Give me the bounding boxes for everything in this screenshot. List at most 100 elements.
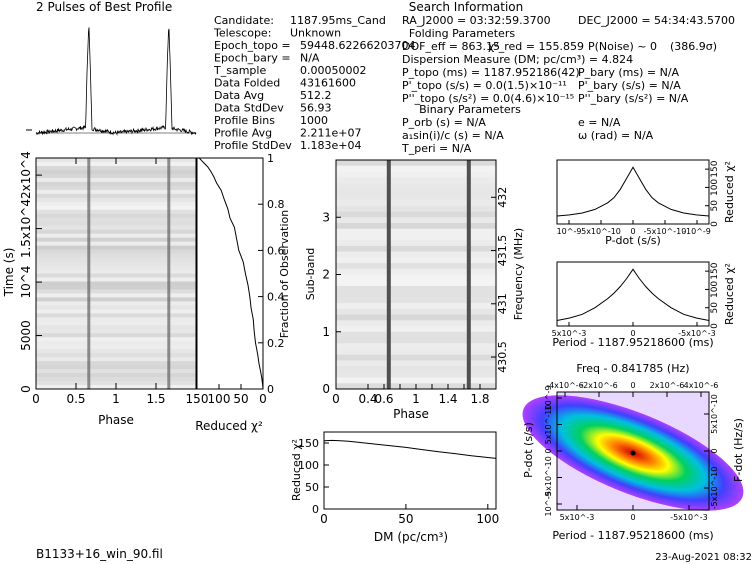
time-phase-row bbox=[36, 173, 196, 179]
candidate-label: Profile StdDev bbox=[214, 139, 292, 152]
chi2-fraction-ytick-label: 0.2 bbox=[267, 337, 285, 350]
time-phase-row bbox=[36, 365, 196, 370]
subband-ytick-label: 3 bbox=[322, 210, 330, 224]
dm-xtick-label: 100 bbox=[476, 512, 499, 526]
time-phase-row bbox=[36, 313, 196, 318]
dm-chi2-line bbox=[323, 439, 497, 459]
ppd-x2tick-label: 0 bbox=[630, 381, 635, 390]
subband-row bbox=[336, 188, 496, 195]
search-pdd-topo: P''_topo (s/s²) = 0.0(4.6)×10⁻¹⁵ bbox=[402, 92, 574, 105]
ppd-best-marker bbox=[630, 450, 636, 456]
time-phase-row bbox=[36, 253, 196, 258]
time-phase-row bbox=[36, 373, 196, 378]
time-phase-ylabel: Time (s) bbox=[2, 248, 16, 298]
subband-row bbox=[336, 348, 496, 355]
subband-row bbox=[336, 257, 496, 264]
subband-xtick-label: 0 bbox=[332, 392, 340, 406]
subband-row bbox=[336, 268, 496, 275]
subband-xtick-label: 0.4 bbox=[358, 392, 377, 406]
dm-xtick-label: 0 bbox=[320, 512, 328, 526]
subband-row bbox=[336, 331, 496, 338]
subband-row bbox=[336, 308, 496, 315]
pdot-xtick-label: 5x10^-10 bbox=[581, 227, 621, 236]
chi2-fraction-xtick-label: 0 bbox=[259, 392, 267, 406]
subband-row bbox=[336, 291, 496, 298]
pdot-ytick-label: 50 bbox=[710, 200, 720, 212]
ppd-y2tick-label: -5x10^-10 bbox=[710, 467, 719, 510]
search-porb: P_orb (s) = N/A bbox=[402, 116, 486, 129]
ppd-xtick-label: 5x10^-3 bbox=[560, 513, 595, 522]
subband-row bbox=[336, 371, 496, 378]
time-phase-row bbox=[36, 225, 196, 230]
time-phase-xtick-label: 1.5 bbox=[146, 392, 165, 406]
time-phase-ytick-label: 2x10^4 bbox=[19, 151, 33, 199]
subband-row bbox=[336, 165, 496, 172]
time-phase-row bbox=[36, 269, 196, 274]
ppd-y2label: F-dot (Hz/s) bbox=[732, 418, 745, 482]
candidate-label: Profile Avg bbox=[214, 127, 272, 140]
subband-y2tick-label: 431.5 bbox=[496, 235, 509, 267]
subband-y2tick-label: 432 bbox=[496, 187, 509, 208]
subband-row bbox=[336, 171, 496, 178]
pdot-xtick-label: -10^-9 bbox=[683, 227, 711, 236]
search-pnoise: P(Noise) ~ 0 bbox=[588, 40, 657, 53]
time-phase-row bbox=[36, 237, 196, 242]
chi2-fraction-plot: 150 100 50 00 0.2 0.4 0.6 0.8 1 bbox=[186, 152, 285, 406]
time-phase-row bbox=[36, 249, 196, 254]
chi2-fraction-ylabel: Fraction of Observation bbox=[278, 210, 291, 339]
period-xtick-label: 5x10^-3 bbox=[552, 329, 587, 338]
subband-row bbox=[336, 222, 496, 229]
ppd-x2tick-label: -2x10^-6 bbox=[580, 381, 618, 390]
time-phase-row bbox=[36, 337, 196, 342]
candidate-value: 43161600 bbox=[300, 77, 356, 90]
candidate-label: Candidate: bbox=[214, 14, 274, 27]
subband-row bbox=[336, 217, 496, 224]
time-phase-ytick-label: 5000 bbox=[19, 320, 33, 351]
time-phase-row bbox=[36, 201, 196, 207]
dm-ytick-label: 100 bbox=[298, 459, 319, 472]
time-phase-row bbox=[36, 229, 196, 234]
time-phase-row bbox=[36, 169, 196, 175]
chi2-fraction-ytick-label: 0 bbox=[267, 383, 274, 396]
time-phase-row bbox=[36, 217, 196, 223]
time-phase-ytick-label: 0 bbox=[19, 385, 33, 393]
footer-filename: B1133+16_win_90.fil bbox=[36, 547, 163, 561]
pdot-xlabel: P-dot (s/s) bbox=[605, 234, 661, 247]
chi2-fraction-ytick-label: 1 bbox=[267, 152, 274, 165]
time-phase-row bbox=[36, 369, 196, 374]
time-phase-row bbox=[36, 273, 196, 278]
chi2-fraction-xtick-label: 150 bbox=[186, 392, 209, 406]
time-phase-row bbox=[36, 345, 196, 350]
dm-ytick-label: 150 bbox=[298, 437, 319, 450]
chi2-fraction-ytick-label: 0.6 bbox=[267, 244, 285, 257]
time-phase-row bbox=[36, 349, 196, 354]
time-phase-row bbox=[36, 261, 196, 266]
subband-y2label: Frequency (MHz) bbox=[512, 228, 525, 320]
candidate-value: 1187.95ms_Cand bbox=[290, 14, 386, 27]
pulse-track-2 bbox=[167, 158, 171, 389]
subband-row bbox=[336, 297, 496, 304]
time-phase-row bbox=[36, 361, 196, 366]
candidate-value: 512.2 bbox=[300, 89, 332, 102]
candidate-label: Epoch_bary = bbox=[214, 52, 291, 65]
subband-xtick-label: 0.6 bbox=[374, 392, 393, 406]
subband-row bbox=[336, 263, 496, 270]
chi2-fraction-ytick-label: 0.4 bbox=[267, 291, 285, 304]
pdot-ytick-label: 0 bbox=[710, 221, 720, 227]
subband-row bbox=[336, 274, 496, 281]
period-xtick-label: -5x10^-3 bbox=[678, 329, 716, 338]
subband-row bbox=[336, 326, 496, 333]
candidate-value: 1000 bbox=[300, 114, 328, 127]
time-phase-row bbox=[36, 189, 196, 195]
time-phase-row bbox=[36, 357, 196, 362]
subband-row bbox=[336, 205, 496, 212]
time-phase-row bbox=[36, 177, 196, 183]
ppd-ytick-label: 0 bbox=[544, 448, 553, 453]
dm-ytick-label: 50 bbox=[305, 481, 319, 494]
period-xtick-label: 0 bbox=[630, 329, 635, 338]
subband-row bbox=[336, 240, 496, 247]
time-phase-row bbox=[36, 289, 196, 294]
ppd-x2tick-label: 2x10^-6 bbox=[650, 381, 685, 390]
time-phase-row bbox=[36, 257, 196, 262]
candidate-label: Profile Bins bbox=[214, 114, 275, 127]
